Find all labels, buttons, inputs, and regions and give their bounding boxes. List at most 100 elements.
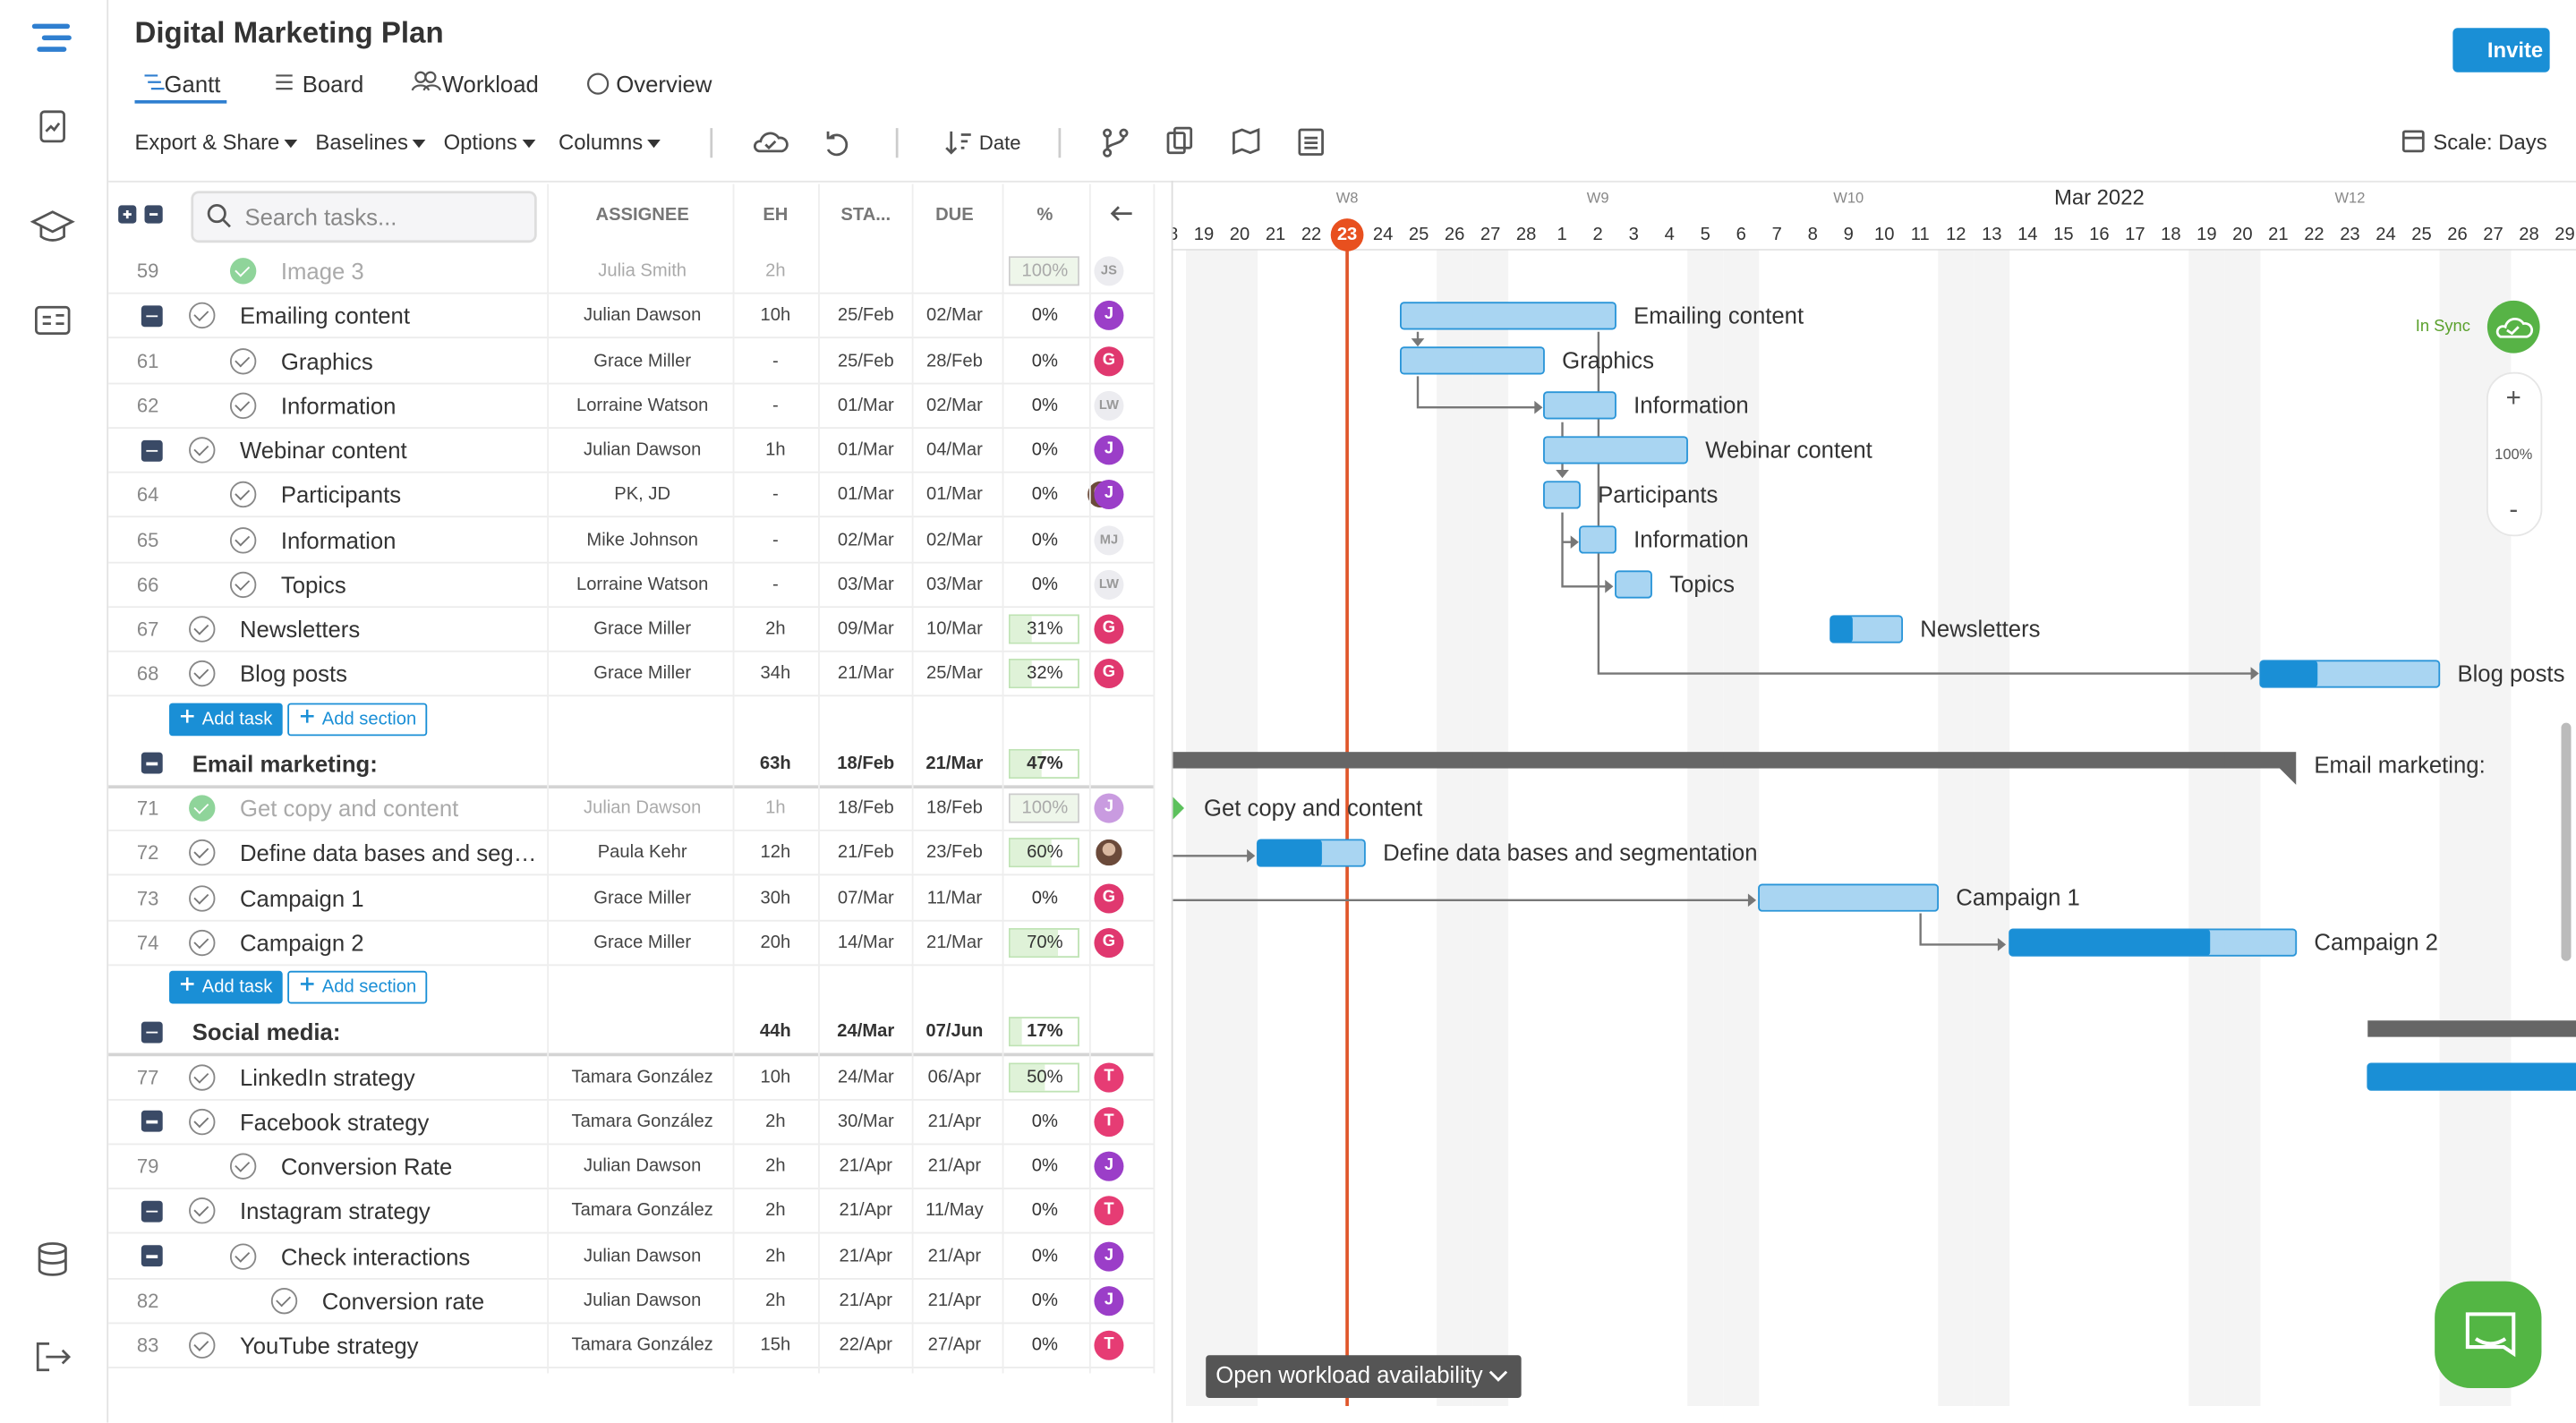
workload-button[interactable] [1206,1355,1522,1398]
status-check[interactable] [270,1287,298,1314]
status-check[interactable] [189,1332,216,1359]
status-check[interactable] [229,258,257,285]
status-check[interactable] [189,1197,216,1224]
status-check[interactable] [189,1063,216,1090]
search-input[interactable]: Search tasks... [244,203,397,230]
section-bar-end [2279,768,2297,785]
tab[interactable]: Gantt [164,70,221,98]
task-name: Topics [280,571,346,598]
section-hours: 44h [759,1022,791,1043]
minus [146,314,158,318]
tab[interactable]: Overview [616,70,712,98]
bar-label: Campaign 2 [2314,931,2438,956]
toolbar-icons[interactable] [753,126,2425,158]
chat-icon [2465,1312,2516,1358]
caret [413,140,427,155]
today-marker [1330,218,1364,251]
collapse-button[interactable] [141,1245,163,1267]
assignee: PK, JD [614,484,671,505]
assignee: Lorraine Watson [576,574,709,594]
collapse-button[interactable] [141,439,163,461]
start-date: 18/Feb [837,798,894,819]
assignee: Grace Miller [593,933,692,953]
assignee: Grace Miller [593,888,692,908]
column-header[interactable]: EH [763,205,789,226]
progress-fill [1010,750,1043,777]
toolbar-menu[interactable]: Baselines [315,128,427,158]
row-line [108,1322,1154,1324]
percent: 47% [1027,754,1063,774]
add-section-button[interactable]: Add section [287,970,429,1004]
collapse-button[interactable] [141,1111,163,1133]
avatar: J [1094,1151,1124,1181]
day-label: 23 [2340,225,2359,244]
status-check[interactable] [229,1242,257,1269]
toolbar-menu[interactable]: Export & Share [135,128,298,158]
bar-label: Campaign 1 [1956,886,2080,911]
status-check[interactable] [189,660,216,687]
status-check[interactable] [229,1153,257,1180]
day-label: 7 [1772,225,1782,244]
status-check[interactable] [189,437,216,464]
status-check[interactable] [189,839,216,866]
collapse-button[interactable] [141,304,163,327]
check-tick [193,888,209,904]
tab[interactable]: Workload [441,70,539,98]
assignee: Julian Dawson [584,305,702,326]
percent: 0% [1031,350,1058,371]
task-bar [1543,436,1688,464]
status-check[interactable] [229,347,257,374]
estimated-hours: 12h [760,843,791,864]
add-task-button[interactable]: Add task [169,970,283,1004]
zoom-in[interactable]: + [2506,383,2521,413]
collapse-button[interactable] [141,1200,163,1223]
section-hours: 63h [759,754,791,774]
tab[interactable]: Board [302,70,364,98]
status-check[interactable] [189,884,216,911]
table-header-icons[interactable] [118,191,1132,243]
zoom-out[interactable]: - [2509,495,2518,524]
scale-menu[interactable]: Scale: Days [2433,130,2547,155]
check-tick [193,843,209,859]
row-line [108,1188,1154,1189]
check-tick [193,1335,209,1351]
status-check[interactable] [229,526,257,553]
add-section-button[interactable]: Add section [287,702,429,736]
status-check[interactable] [229,571,257,598]
status-check[interactable] [189,1108,216,1135]
sidebar-icons[interactable] [30,110,75,1372]
progress-box [1008,748,1079,779]
column-header[interactable]: % [1036,205,1053,226]
sort-button[interactable]: Date [978,131,1021,155]
day-label: 14 [2017,225,2037,244]
add-task-button[interactable]: Add task [169,702,283,736]
estimated-hours: 2h [765,260,786,281]
column-header[interactable]: ASSIGNEE [595,205,689,226]
invite-button[interactable]: Invite [2452,28,2550,72]
toolbar-menu[interactable]: Options [444,128,536,158]
start-date: 07/Mar [837,888,894,908]
avatar: J [1094,1240,1124,1271]
start-date: 24/Mar [837,1067,894,1087]
task-name: Image 3 [280,258,364,285]
assignee: Paula Kehr [597,843,687,864]
column-header[interactable]: DUE [935,205,974,226]
workload-chevron [1488,1370,1508,1382]
week-label: W12 [2334,190,2365,206]
status-check[interactable] [189,929,216,956]
status-check[interactable] [229,392,257,419]
due-date: 28/Feb [925,350,983,371]
status-check[interactable] [189,795,216,822]
status-check[interactable] [189,302,216,329]
status-check[interactable] [229,481,257,508]
collapse-button[interactable] [141,1021,163,1044]
percent: 0% [1031,1291,1058,1311]
status-check[interactable] [189,616,216,643]
collapse-button[interactable] [141,753,163,774]
task-bar [1399,346,1545,375]
weekend-shade [2224,249,2261,1407]
chat-button[interactable] [2435,1281,2542,1388]
toolbar-menu[interactable]: Columns [559,128,661,158]
column-header[interactable]: STA... [840,205,891,226]
